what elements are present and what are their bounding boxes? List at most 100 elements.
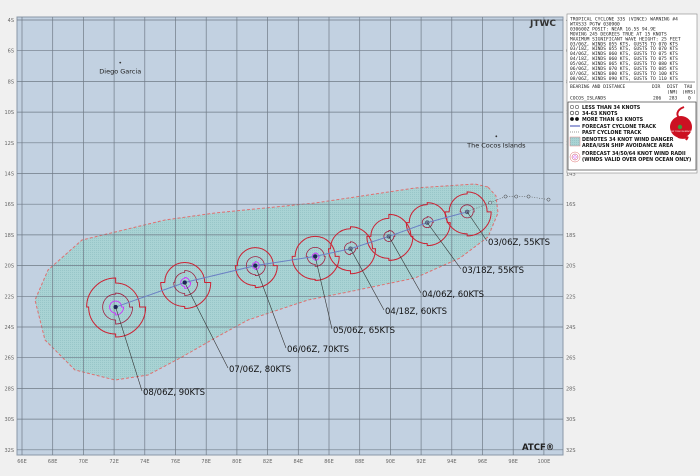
col-dist: DIST bbox=[667, 84, 678, 90]
info-line: 06/06Z, WINDS 070 KTS, GUSTS TO 085 KTS bbox=[570, 66, 678, 72]
legend-wind-radii: FORECAST 34/50/64 KNOT WIND RADII bbox=[582, 151, 686, 157]
info-line: 07/06Z, WINDS 080 KTS, GUSTS TO 100 KTS bbox=[570, 71, 678, 77]
bearing-header: BEARING AND DISTANCE bbox=[570, 84, 626, 90]
wind-radii-50kt bbox=[102, 292, 134, 325]
info-line: TROPICAL CYCLONE 33S (VINCE) WARNING #4 bbox=[570, 17, 678, 23]
col-dir: DIR bbox=[652, 84, 661, 90]
lat-tick-label-right: 24S bbox=[566, 325, 576, 331]
lat-tick-label-left: 4S bbox=[8, 18, 14, 24]
wind-radii-34kt bbox=[160, 261, 212, 309]
forecast-label: 08/06Z, 90KTS bbox=[143, 388, 205, 398]
lat-lon-grid bbox=[17, 17, 563, 455]
lon-tick-label: 70E bbox=[79, 459, 89, 465]
past-position-icon bbox=[546, 197, 551, 202]
past-position-icon bbox=[514, 194, 519, 199]
lon-tick-label: 86E bbox=[324, 459, 334, 465]
lat-tick-label-right: 16S bbox=[566, 202, 576, 208]
lat-tick-label-right: 20S bbox=[566, 264, 576, 270]
wind-radii-50kt bbox=[459, 204, 475, 219]
lat-tick-label-left: 18S bbox=[4, 233, 14, 239]
legend-open-ocean: (WINDS VALID OVER OPEN OCEAN ONLY) bbox=[582, 157, 691, 163]
storm-symbol-icon bbox=[574, 110, 580, 116]
forecast-track-line bbox=[115, 211, 468, 308]
wind-radii-swatch-icon bbox=[569, 151, 581, 163]
past-position-icon bbox=[526, 194, 531, 199]
lat-tick-label-left: 14S bbox=[4, 172, 14, 178]
jtwc-label: JTWC bbox=[529, 19, 556, 29]
bearing-dist: 283 bbox=[669, 96, 678, 102]
info-panel: TROPICAL CYCLONE 33S (VINCE) WARNING #4W… bbox=[566, 13, 698, 174]
forecast-label: 05/06Z, 65KTS bbox=[333, 326, 395, 336]
past-position-icon bbox=[488, 200, 493, 205]
lon-tick-label: 82E bbox=[263, 459, 273, 465]
info-line: 03/18Z, WINDS 055 KTS, GUSTS TO 070 KTS bbox=[570, 46, 678, 52]
lon-tick-label: 74E bbox=[140, 459, 150, 465]
svg-text:JOINT TYPHOON WRNCEN: JOINT TYPHOON WRNCEN bbox=[669, 131, 694, 133]
info-line: 03/06Z, WINDS 055 KTS, GUSTS TO 070 KTS bbox=[570, 41, 678, 47]
label-leader-line bbox=[314, 256, 333, 330]
label-leader-line bbox=[255, 265, 287, 349]
atcf-logo: ATCF® bbox=[522, 443, 554, 453]
wind-radii-swatch-icon bbox=[573, 155, 577, 159]
lat-tick-label-right: 26S bbox=[566, 356, 576, 362]
lat-tick-label-left: 8S bbox=[8, 79, 14, 85]
lat-tick-label-right: 22S bbox=[566, 294, 576, 300]
lon-tick-label: 88E bbox=[355, 459, 365, 465]
label-leader-line bbox=[388, 236, 422, 294]
storm-symbol-icon bbox=[569, 110, 575, 116]
place-marker-icon bbox=[119, 61, 122, 64]
lat-tick-label-left: 10S bbox=[4, 110, 14, 116]
forecast-label: 04/18Z, 60KTS bbox=[385, 307, 447, 317]
label-leader-line bbox=[466, 211, 488, 242]
forecast-label: 03/18Z, 55KTS bbox=[462, 266, 524, 276]
forecast-label: 04/06Z, 60KTS bbox=[422, 290, 484, 300]
lon-tick-label: 76E bbox=[171, 459, 181, 465]
lat-tick-label-left: 12S bbox=[4, 141, 14, 147]
forecast-label: 03/06Z, 55KTS bbox=[488, 238, 550, 248]
lat-tick-label-left: 16S bbox=[4, 202, 14, 208]
legend-past-track: PAST CYCLONE TRACK bbox=[582, 130, 642, 136]
wind-radii-swatch-icon bbox=[571, 153, 579, 161]
label-leader-line bbox=[426, 222, 462, 270]
place-label: The Cocos Islands bbox=[466, 141, 526, 149]
lon-tick-label: 90E bbox=[386, 459, 396, 465]
lat-tick-label-left: 28S bbox=[4, 386, 14, 392]
lon-tick-label: 94E bbox=[447, 459, 457, 465]
wind-danger-area bbox=[34, 183, 499, 381]
wind-radii-34kt bbox=[405, 202, 451, 247]
info-line: WTXS33 PGTW 030900 bbox=[570, 21, 620, 27]
danger-area-swatch bbox=[569, 136, 581, 147]
lat-tick-label-right: 30S bbox=[566, 417, 576, 423]
place-label: Diego Garcia bbox=[99, 68, 141, 76]
lat-tick-label-left: 20S bbox=[4, 264, 14, 270]
wind-radii-34kt bbox=[86, 277, 147, 338]
info-line: MAXIMUM SIGNIFICANT WAVE HEIGHT: 25 FEET bbox=[570, 36, 681, 42]
bearing-place: COCOS_ISLANDS bbox=[570, 96, 606, 102]
info-line: MOVING 245 DEGREES TRUE AT 15 KNOTS bbox=[570, 31, 667, 37]
label-leader-line bbox=[184, 282, 229, 369]
lon-tick-label: 80E bbox=[232, 459, 242, 465]
wind-radii-50kt bbox=[173, 270, 199, 296]
bearing-tau: 0 bbox=[688, 96, 691, 102]
legend-avoidance-area: AREA/USN SHIP AVOIDANCE AREA bbox=[582, 143, 673, 149]
lat-tick-label-right: 28S bbox=[566, 386, 576, 392]
lon-tick-label: 66E bbox=[17, 459, 27, 465]
wind-radii-50kt bbox=[305, 246, 326, 267]
lat-tick-label-left: 24S bbox=[4, 325, 14, 331]
lat-tick-label-right: 32S bbox=[566, 448, 576, 454]
lon-tick-label: 92E bbox=[416, 459, 426, 465]
lon-tick-label: 98E bbox=[508, 459, 518, 465]
lon-tick-label: 100E bbox=[538, 459, 551, 465]
lon-tick-label: 96E bbox=[478, 459, 488, 465]
bearing-dir: 206 bbox=[653, 96, 662, 102]
past-position-icon bbox=[503, 194, 508, 199]
jtwc-logo: JOINT TYPHOON WRNCEN bbox=[669, 106, 694, 141]
legend-less-34: LESS THAN 34 KNOTS bbox=[582, 105, 641, 111]
lat-tick-label-left: 6S bbox=[8, 49, 14, 55]
lon-tick-label: 84E bbox=[294, 459, 304, 465]
typhoon-symbol-icon bbox=[575, 117, 579, 121]
lat-tick-label-left: 26S bbox=[4, 356, 14, 362]
legend-more-63: MORE THAN 63 KNOTS bbox=[582, 117, 644, 123]
info-line: 04/18Z, WINDS 060 KTS, GUSTS TO 075 KTS bbox=[570, 56, 678, 62]
